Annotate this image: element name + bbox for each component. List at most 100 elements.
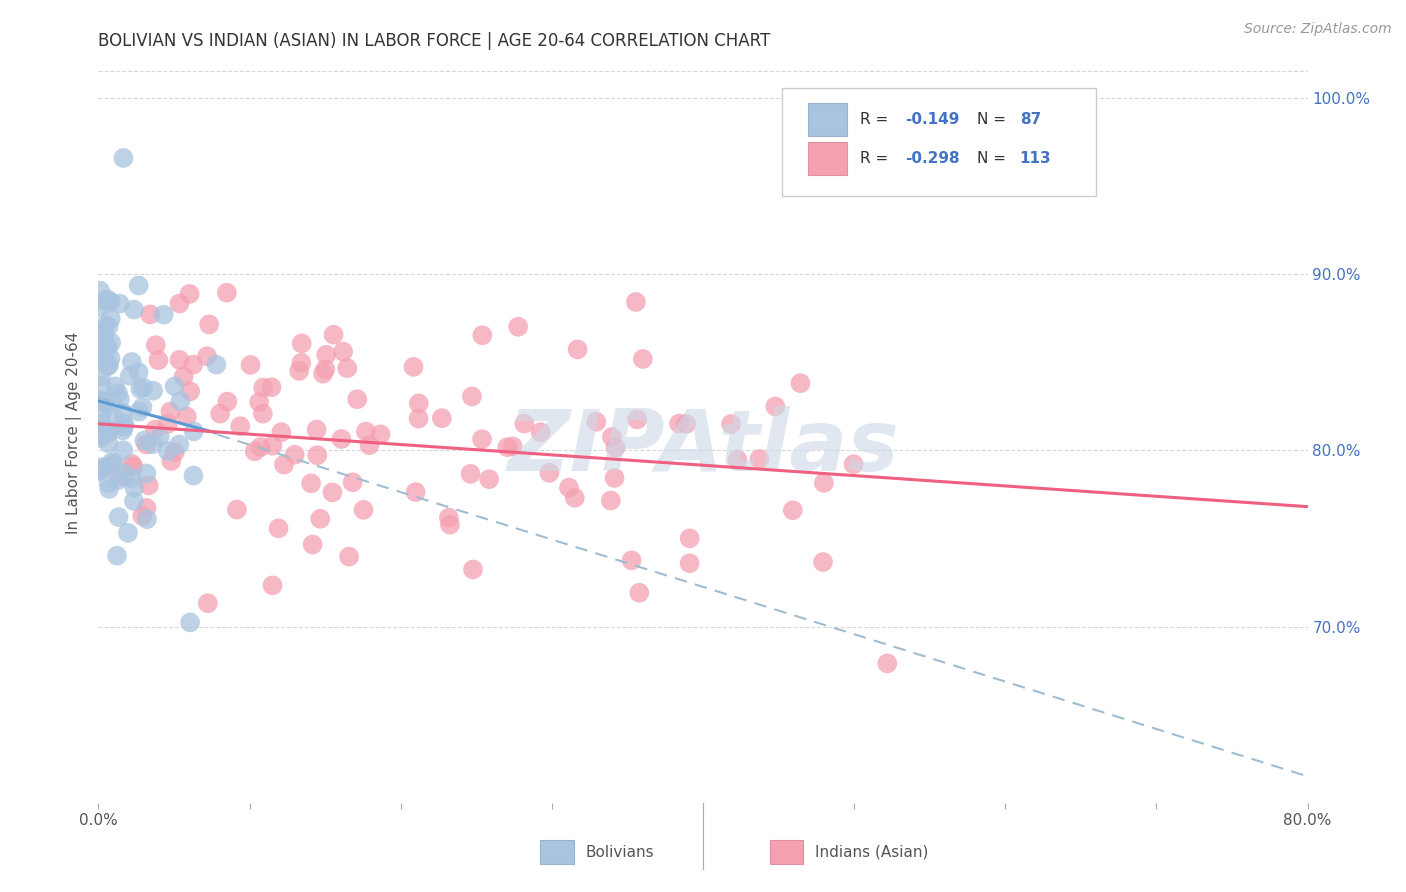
Point <box>169 394 191 409</box>
Text: N =: N = <box>977 112 1011 127</box>
Point <box>159 404 181 418</box>
Point <box>273 458 295 472</box>
Point <box>678 532 700 546</box>
Point <box>763 400 786 414</box>
Point <box>209 407 232 421</box>
Point <box>789 376 811 391</box>
Point <box>91 323 114 337</box>
Point <box>141 437 163 451</box>
Point <box>100 335 122 350</box>
Point <box>252 407 274 421</box>
Point <box>725 452 748 467</box>
Point <box>89 300 111 314</box>
FancyBboxPatch shape <box>769 840 803 864</box>
Text: -0.298: -0.298 <box>905 151 959 166</box>
Point <box>538 466 561 480</box>
Point <box>97 359 120 374</box>
Text: 113: 113 <box>1019 151 1052 166</box>
Point <box>112 419 135 434</box>
Point <box>309 512 332 526</box>
Point <box>813 475 835 490</box>
Text: ZIPAtlas: ZIPAtlas <box>508 406 898 489</box>
Point <box>131 400 153 414</box>
Point <box>90 416 112 430</box>
Point <box>502 439 524 453</box>
Text: N =: N = <box>977 151 1011 166</box>
Point <box>93 331 115 345</box>
FancyBboxPatch shape <box>540 840 574 864</box>
Point <box>215 285 238 300</box>
Point <box>103 410 125 425</box>
Point <box>163 445 186 459</box>
Point <box>107 473 129 487</box>
Point <box>169 296 191 310</box>
Point <box>96 339 118 353</box>
Point <box>93 394 115 409</box>
Point <box>91 426 114 441</box>
Point <box>437 510 460 524</box>
Point <box>100 311 122 326</box>
Point <box>128 365 150 379</box>
Point <box>114 467 136 481</box>
Point <box>89 284 111 298</box>
Point <box>290 356 312 370</box>
Point <box>122 302 145 317</box>
Point <box>103 457 125 471</box>
Point <box>122 459 145 474</box>
Point <box>354 425 377 439</box>
Text: -0.149: -0.149 <box>905 112 959 127</box>
Point <box>96 397 118 411</box>
Point <box>132 380 155 394</box>
Point <box>471 328 494 343</box>
Point <box>460 467 482 481</box>
Point <box>247 395 270 409</box>
Point <box>370 427 392 442</box>
Point <box>93 427 115 442</box>
Point <box>299 476 322 491</box>
Point <box>89 344 111 359</box>
Point <box>152 308 174 322</box>
Point <box>111 424 134 438</box>
Point <box>628 586 651 600</box>
Point <box>100 294 122 309</box>
Point <box>98 423 121 437</box>
Point <box>530 425 553 440</box>
Point <box>405 485 427 500</box>
Point <box>112 443 135 458</box>
Point <box>315 348 337 362</box>
Point <box>225 502 247 516</box>
Point <box>876 657 898 671</box>
Point <box>176 409 198 424</box>
Point <box>631 351 654 366</box>
Point <box>148 353 170 368</box>
Point <box>620 553 643 567</box>
Point <box>89 462 111 476</box>
Point <box>603 471 626 485</box>
Point <box>842 457 865 471</box>
Point <box>332 344 354 359</box>
Text: Bolivians: Bolivians <box>586 845 654 860</box>
Point <box>183 425 205 439</box>
Point <box>97 476 120 491</box>
Point <box>513 417 536 431</box>
Point <box>195 349 218 363</box>
Point <box>461 389 484 403</box>
Point <box>129 382 152 396</box>
Point <box>322 327 344 342</box>
Point <box>128 278 150 293</box>
Point <box>179 286 201 301</box>
Point <box>359 438 381 452</box>
Point <box>98 459 121 474</box>
Point <box>217 394 239 409</box>
Point <box>678 556 700 570</box>
Point <box>179 615 201 630</box>
Point <box>169 437 191 451</box>
Point <box>262 439 284 453</box>
Point <box>122 494 145 508</box>
Point <box>605 441 627 455</box>
FancyBboxPatch shape <box>808 103 846 136</box>
Point <box>337 549 360 564</box>
Point <box>314 362 336 376</box>
Point <box>89 464 111 478</box>
Point <box>91 379 114 393</box>
